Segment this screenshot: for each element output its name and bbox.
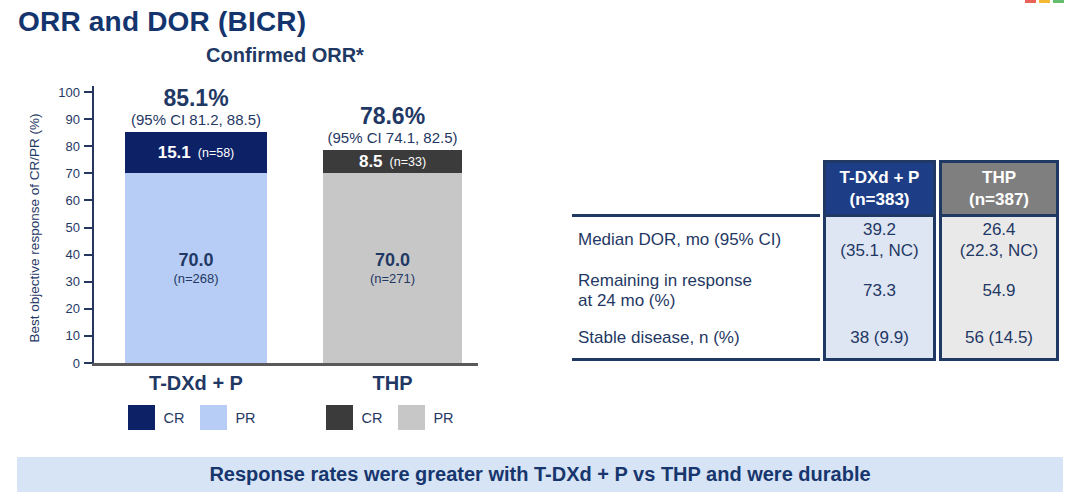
y-axis-tick-label: 20 xyxy=(66,301,80,316)
logo-mark-red xyxy=(1025,0,1036,3)
cell-remaining-tdxd-p: 73.3 xyxy=(823,264,936,318)
bar-segment-pr-thp: 70.0 (n=271) xyxy=(323,173,462,363)
row-label-stable-disease: Stable disease, n (%) xyxy=(572,318,820,361)
logo-mark-yellow xyxy=(1039,0,1050,3)
y-axis-tick-label: 30 xyxy=(66,274,80,289)
y-axis-tick-mark xyxy=(84,308,92,310)
dor-table: T-DXd + P (n=383) THP (n=387) Median DOR… xyxy=(572,160,1059,361)
bar-segment-pr-tdxd-p: 70.0 (n=268) xyxy=(125,173,267,363)
y-axis-tick-mark xyxy=(84,227,92,229)
bar-group-thp: 78.6% (95% CI 74.1, 82.5) 8.5 (n=33) 70.… xyxy=(323,104,462,363)
y-axis-tick: 30 xyxy=(0,274,92,290)
y-axis-tick: 90 xyxy=(0,111,92,127)
y-axis-tick: 70 xyxy=(0,165,92,181)
bar-group-tdxd-p: 85.1% (95% CI 81.2, 88.5) 15.1 (n=58) 70… xyxy=(125,86,267,363)
cell-stable-disease-tdxd-p: 38 (9.9) xyxy=(823,318,936,361)
y-axis-tick-label: 0 xyxy=(73,356,80,371)
legend-label-cr: CR xyxy=(361,410,382,426)
segment-n: (n=268) xyxy=(173,271,218,286)
y-axis-tick-label: 60 xyxy=(66,193,80,208)
cell-stable-disease-thp: 56 (14.5) xyxy=(939,318,1059,361)
y-axis-tick-label: 50 xyxy=(66,220,80,235)
y-axis-tick-mark xyxy=(84,91,92,93)
legend-label-pr: PR xyxy=(433,410,453,426)
y-axis-tick-mark xyxy=(84,199,92,201)
y-axis-tick-label: 10 xyxy=(66,328,80,343)
conclusion-text: Response rates were greater with T-DXd +… xyxy=(209,463,870,486)
header-line1: THP xyxy=(982,167,1016,188)
slide: ORR and DOR (BICR) Confirmed ORR* Best o… xyxy=(0,0,1080,502)
segment-value: 8.5 xyxy=(359,152,383,172)
legend-label-cr: CR xyxy=(163,410,184,426)
x-axis-label-thp: THP xyxy=(323,372,462,395)
orr-percent-tdxd-p: 85.1% xyxy=(163,86,228,111)
y-axis-tick-label: 70 xyxy=(66,166,80,181)
x-axis-label-tdxd-p: T-DXd + P xyxy=(125,372,267,395)
y-axis-tick: 0 xyxy=(0,355,92,371)
y-axis-tick-mark xyxy=(84,281,92,283)
y-axis-line xyxy=(92,86,94,365)
y-axis-tick-mark xyxy=(84,254,92,256)
y-axis-tick-mark xyxy=(84,172,92,174)
header-line2: (n=387) xyxy=(969,189,1029,210)
y-axis-tick: 10 xyxy=(0,328,92,344)
legend-thp: CR PR xyxy=(316,405,472,430)
orr-ci-tdxd-p: (95% CI 81.2, 88.5) xyxy=(131,111,261,128)
orr-ci-thp: (95% CI 74.1, 82.5) xyxy=(327,129,457,146)
table-header-tdxd-p: T-DXd + P (n=383) xyxy=(823,160,936,217)
y-axis-tick: 20 xyxy=(0,301,92,317)
table-header-spacer xyxy=(572,160,820,217)
segment-n: (n=58) xyxy=(198,146,234,160)
x-axis-baseline xyxy=(92,363,478,366)
conclusion-banner: Response rates were greater with T-DXd +… xyxy=(17,457,1063,492)
partial-logo xyxy=(1025,0,1064,3)
segment-n: (n=33) xyxy=(390,155,426,169)
row-label-median-dor: Median DOR, mo (95% CI) xyxy=(572,217,820,264)
y-axis-tick: 40 xyxy=(0,247,92,263)
y-axis-tick: 100 xyxy=(0,84,92,100)
y-axis-tick-mark xyxy=(84,118,92,120)
y-axis-tick-label: 40 xyxy=(66,247,80,262)
y-axis-tick-label: 100 xyxy=(58,85,80,100)
legend-swatch-pr xyxy=(398,405,425,430)
legend-label-pr: PR xyxy=(235,410,255,426)
legend-swatch-cr xyxy=(128,405,155,430)
table-header-thp: THP (n=387) xyxy=(939,160,1059,217)
segment-value: 15.1 xyxy=(158,143,191,163)
page-title: ORR and DOR (BICR) xyxy=(18,6,306,38)
y-axis-tick: 80 xyxy=(0,138,92,154)
legend-tdxd-p: CR PR xyxy=(118,405,274,430)
row-label-remaining-response: Remaining in response at 24 mo (%) xyxy=(572,264,820,318)
bar-segment-cr-tdxd-p: 15.1 (n=58) xyxy=(125,132,267,173)
bar-segment-cr-thp: 8.5 (n=33) xyxy=(323,150,462,173)
logo-mark-green xyxy=(1053,0,1064,3)
cell-median-dor-thp: 26.4 (22.3, NC) xyxy=(939,217,1059,264)
y-axis-tick-mark xyxy=(84,362,92,364)
y-axis-tick: 60 xyxy=(0,192,92,208)
orr-percent-thp: 78.6% xyxy=(360,104,425,129)
chart-title: Confirmed ORR* xyxy=(92,44,478,67)
y-axis-tick-mark xyxy=(84,335,92,337)
segment-n: (n=271) xyxy=(370,271,415,286)
y-axis-tick: 50 xyxy=(0,220,92,236)
header-line2: (n=383) xyxy=(850,189,910,210)
y-axis-tick-label: 80 xyxy=(66,139,80,154)
legend-swatch-pr xyxy=(200,405,227,430)
cell-remaining-thp: 54.9 xyxy=(939,264,1059,318)
y-axis-tick-mark xyxy=(84,145,92,147)
segment-value: 70.0 xyxy=(178,250,213,271)
header-line1: T-DXd + P xyxy=(840,167,920,188)
cell-median-dor-tdxd-p: 39.2 (35.1, NC) xyxy=(823,217,936,264)
segment-value: 70.0 xyxy=(375,250,410,271)
legend-swatch-cr xyxy=(326,405,353,430)
y-axis-tick-label: 90 xyxy=(66,112,80,127)
